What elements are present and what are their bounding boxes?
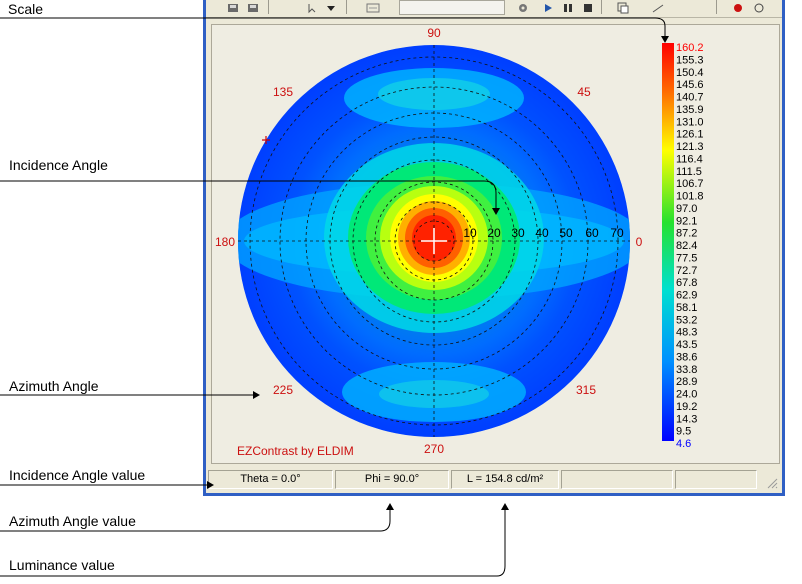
stop-icon[interactable]	[581, 1, 595, 13]
pause-icon[interactable]	[561, 1, 575, 13]
phi-readout: Phi = 90.0°	[335, 470, 449, 489]
status-bar: Theta = 0.0° Phi = 90.0° L = 154.8 cd/m²	[206, 467, 782, 493]
luminance-readout: L = 154.8 cd/m²	[451, 470, 559, 489]
polar-plot-area	[211, 24, 780, 464]
help-icon[interactable]	[752, 1, 766, 13]
annotation-luminance-value: Luminance value	[9, 557, 115, 573]
open-icon[interactable]	[226, 1, 240, 13]
annotation-incidence-angle: Incidence Angle	[9, 157, 108, 173]
graph-icon[interactable]	[651, 1, 665, 13]
status-pane-empty	[561, 470, 673, 489]
toolbar-combo[interactable]	[399, 0, 505, 15]
resize-grip-icon[interactable]	[766, 476, 778, 489]
status-pane-empty-2	[675, 470, 757, 489]
ezcontrast-window: Theta = 0.0° Phi = 90.0° L = 154.8 cd/m²	[203, 0, 785, 496]
annotation-incidence-angle-value: Incidence Angle value	[9, 467, 146, 483]
image-icon[interactable]	[366, 1, 380, 13]
settings-icon[interactable]	[516, 1, 530, 13]
save-icon[interactable]	[246, 1, 260, 13]
record-icon[interactable]	[731, 1, 745, 13]
theta-readout: Theta = 0.0°	[208, 470, 333, 489]
copy-icon[interactable]	[616, 1, 630, 14]
dropdown-arrow-icon[interactable]	[324, 1, 338, 13]
annotation-scale: Scale	[8, 1, 44, 17]
play-icon[interactable]	[541, 1, 555, 13]
annotation-azimuth-angle-value: Azimuth Angle value	[9, 513, 136, 529]
pointer-icon[interactable]	[306, 1, 320, 14]
toolbar	[206, 0, 782, 18]
annotation-azimuth-angle: Azimuth Angle	[9, 378, 99, 394]
